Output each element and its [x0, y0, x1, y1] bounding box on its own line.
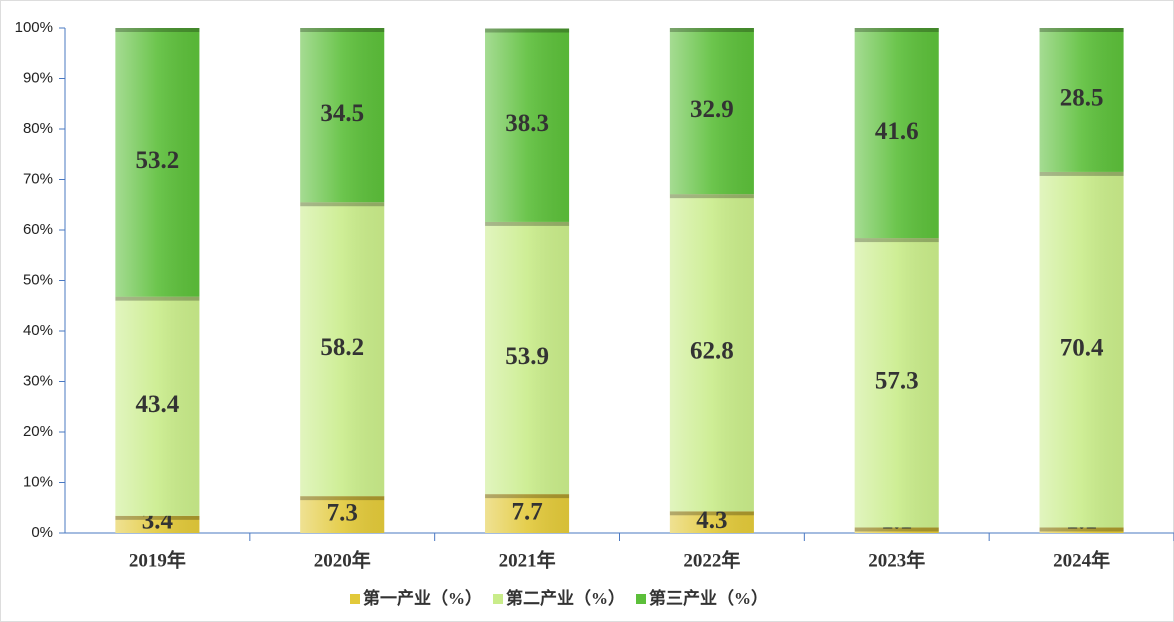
bar-shine — [300, 496, 385, 533]
bar-edge — [854, 527, 939, 532]
bar-edge — [485, 494, 570, 499]
y-tick-label: 30% — [23, 372, 53, 389]
y-tick-label: 80% — [23, 120, 53, 137]
data-label: 53.9 — [505, 343, 549, 370]
bar-shine — [669, 194, 754, 512]
bar-shine — [1039, 28, 1124, 172]
y-tick-label: 90% — [23, 69, 53, 86]
data-label: 58.2 — [320, 334, 364, 361]
data-label: 70.4 — [1060, 334, 1104, 361]
data-label: 57.3 — [875, 367, 919, 394]
bar-edge — [854, 28, 939, 32]
data-label: 7.3 — [327, 499, 358, 526]
data-label: 38.3 — [505, 110, 549, 137]
x-tick-label: 2023年 — [868, 548, 925, 571]
bar-shine — [485, 221, 570, 495]
data-label: 53.2 — [136, 147, 180, 174]
legend-swatch — [350, 594, 360, 604]
x-tick-label: 2021年 — [499, 548, 556, 571]
data-label: 34.5 — [320, 100, 364, 127]
data-label: 7.7 — [511, 498, 542, 525]
bar-shine — [854, 527, 939, 533]
bar-shine — [854, 238, 939, 528]
bar-edge — [669, 511, 754, 516]
bar-edge — [115, 515, 200, 520]
x-tick-label: 2019年 — [129, 548, 186, 571]
y-tick-label: 60% — [23, 221, 53, 238]
data-label: 28.5 — [1060, 85, 1104, 112]
x-tick-label: 2020年 — [314, 548, 371, 571]
data-label: 43.4 — [136, 391, 180, 418]
legend-label: 第二产业（%） — [506, 588, 625, 608]
legend-label: 第三产业（%） — [649, 588, 768, 608]
bar-edge — [854, 238, 939, 243]
bar-shine — [485, 28, 570, 222]
bar-edge — [300, 496, 385, 501]
bar-shine — [854, 28, 939, 239]
bar-edge — [669, 28, 754, 32]
y-tick-label: 50% — [23, 271, 53, 288]
legend-swatch — [636, 594, 646, 604]
bar-shine — [115, 28, 200, 297]
data-label: 32.9 — [690, 96, 734, 123]
legend-label: 第一产业（%） — [363, 588, 482, 608]
bar-edge — [300, 28, 385, 32]
y-tick-label: 20% — [23, 423, 53, 440]
bar-shine — [1039, 171, 1124, 528]
bar-edge — [115, 28, 200, 32]
bar-shine — [115, 515, 200, 533]
data-label: 4.3 — [696, 507, 727, 534]
bar-shine — [115, 296, 200, 516]
bar-shine — [485, 494, 570, 533]
bar-shine — [300, 202, 385, 497]
bar-edge — [115, 296, 200, 301]
bar-edge — [485, 221, 570, 226]
x-tick-label: 2022年 — [683, 548, 740, 571]
bar-edge — [1039, 171, 1124, 176]
data-label: 62.8 — [690, 337, 734, 364]
bar-shine — [1039, 527, 1124, 533]
bar-edge — [1039, 527, 1124, 532]
bar-shine — [300, 28, 385, 203]
y-tick-label: 0% — [31, 524, 53, 541]
y-tick-label: 10% — [23, 473, 53, 490]
legend-swatch — [493, 594, 503, 604]
y-tick-label: 100% — [15, 19, 53, 36]
bar-edge — [485, 28, 570, 33]
x-tick-label: 2024年 — [1053, 548, 1110, 571]
bar-edge — [300, 202, 385, 207]
bar-edge — [669, 194, 754, 199]
bar-shine — [669, 28, 754, 195]
bar-edge — [1039, 28, 1124, 32]
y-tick-label: 40% — [23, 322, 53, 339]
bar-shine — [669, 511, 754, 533]
data-label: 41.6 — [875, 118, 919, 145]
y-tick-label: 70% — [23, 170, 53, 187]
